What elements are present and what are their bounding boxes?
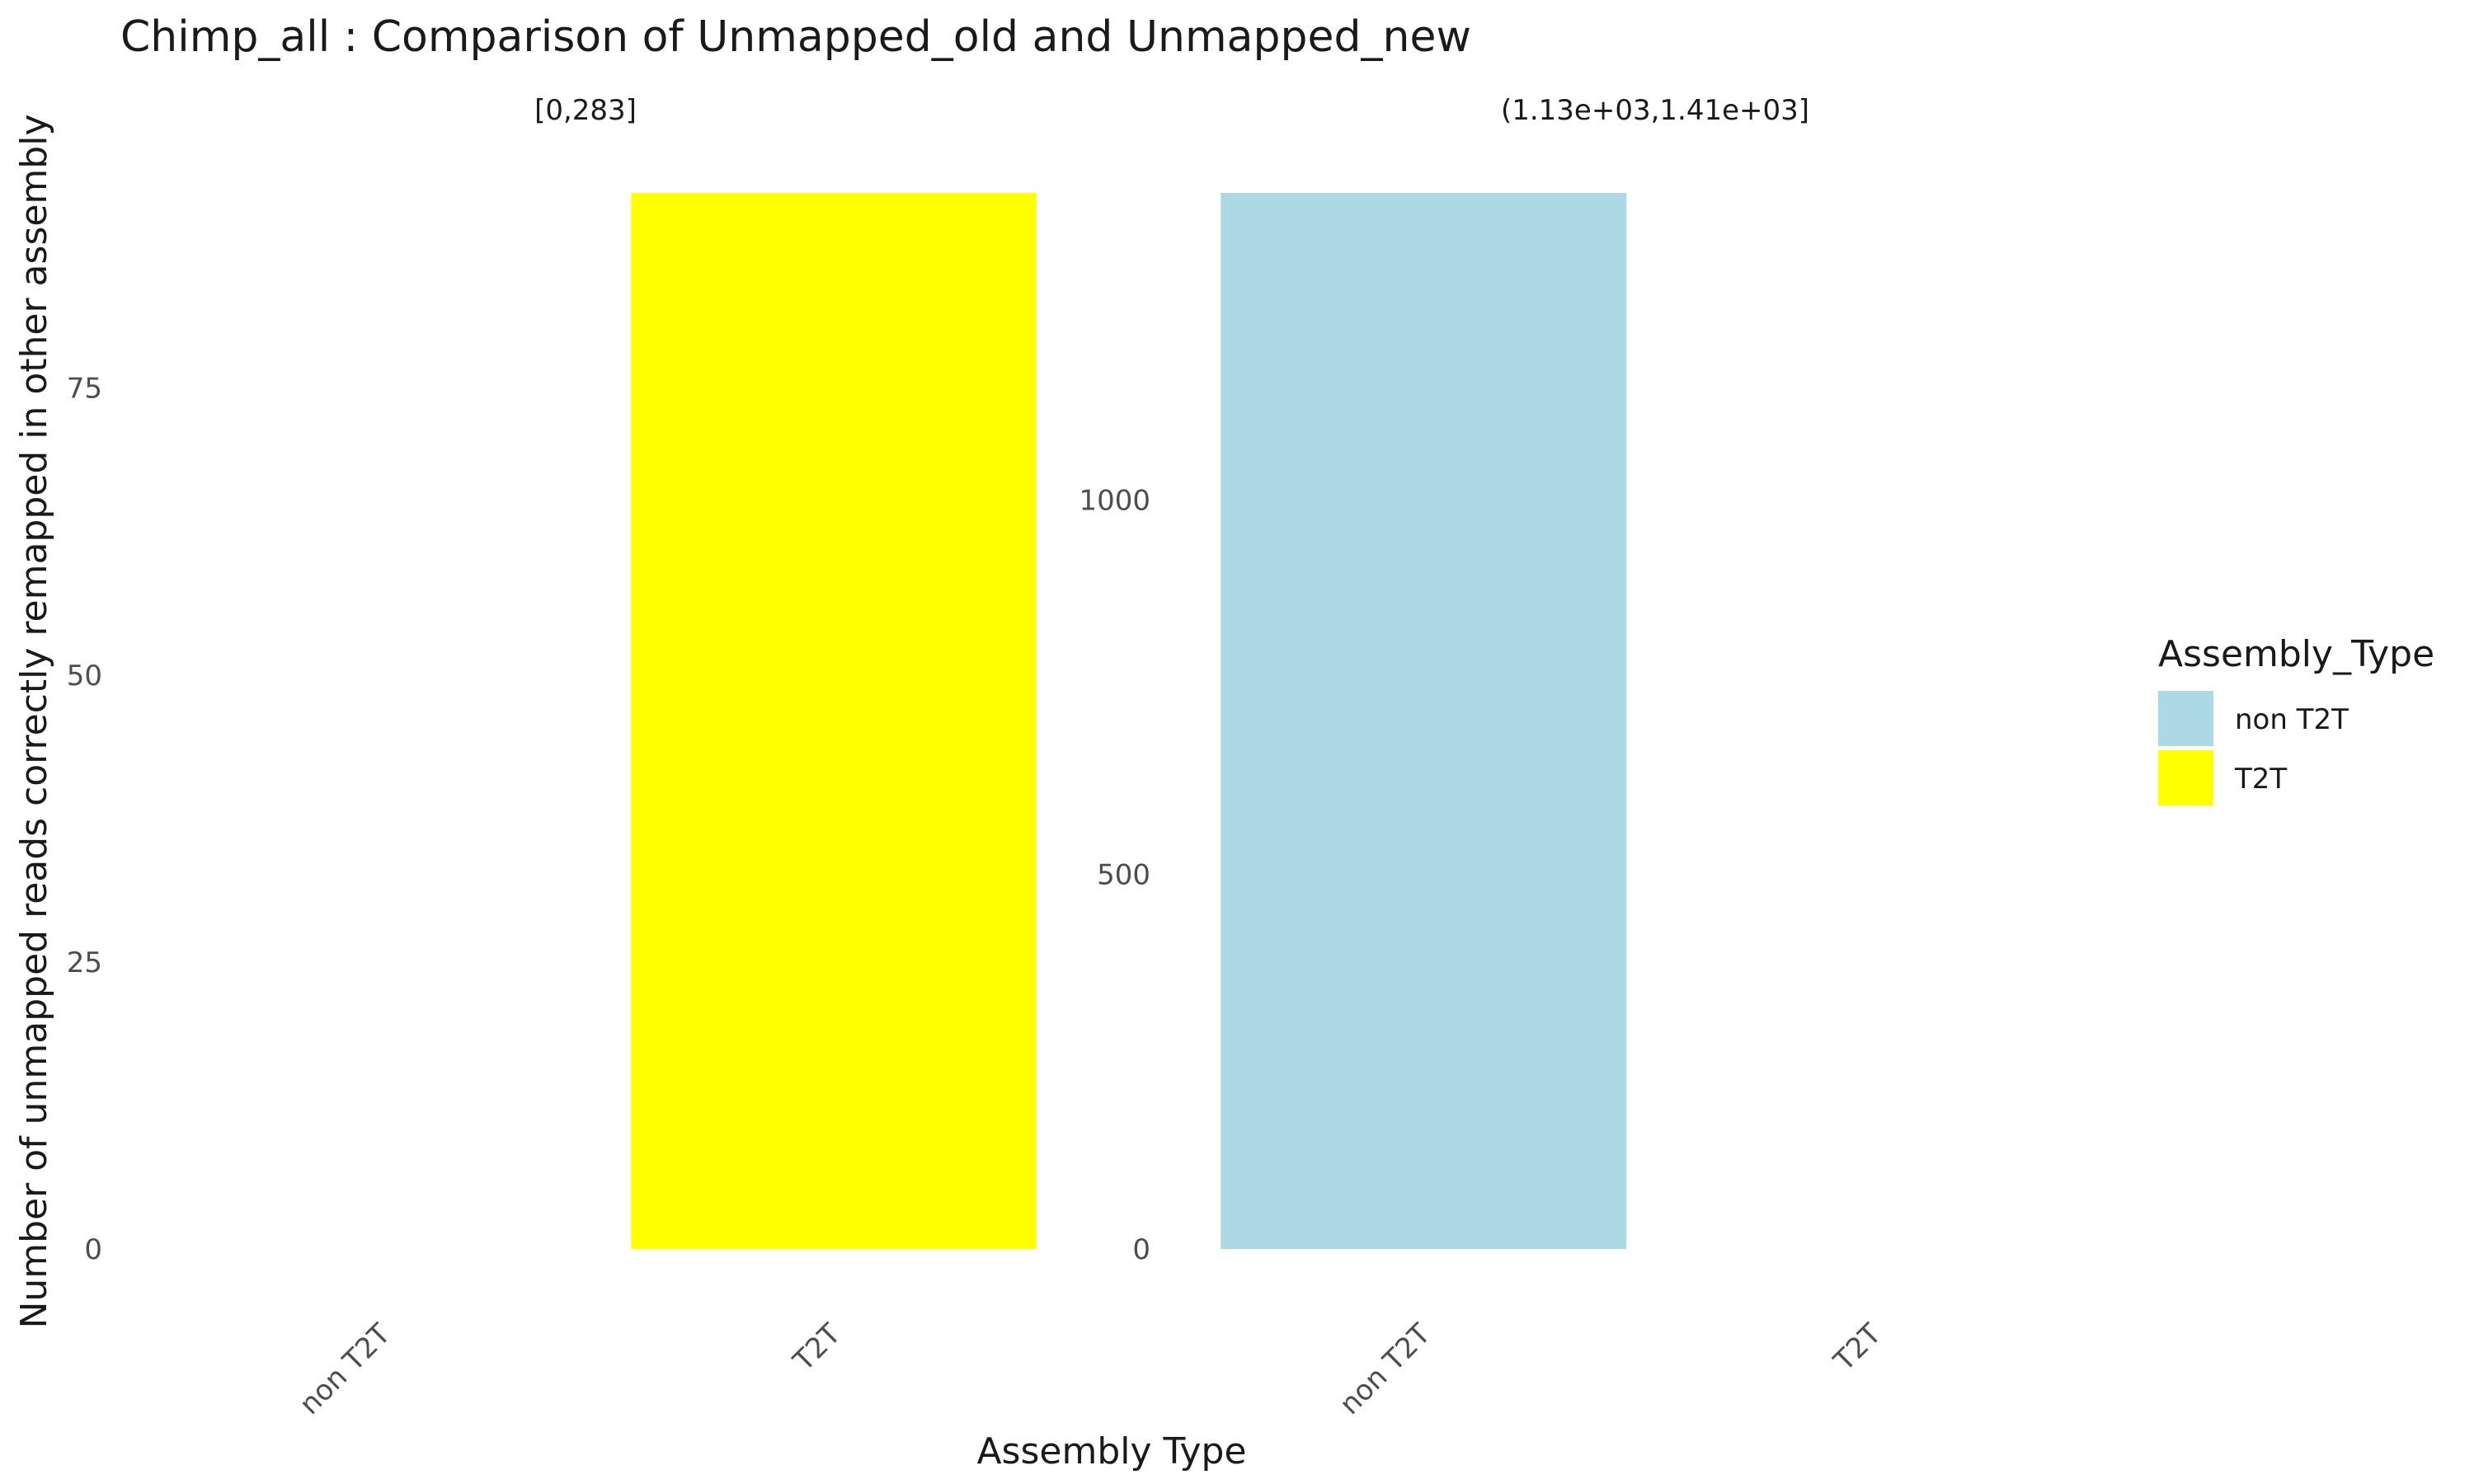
legend-label: non T2T: [2235, 703, 2349, 736]
x-tick-label: T2T: [787, 1317, 848, 1378]
facet-label: (1.13e+03,1.41e+03]: [1501, 94, 1809, 127]
y-tick-label: 0: [1132, 1233, 1150, 1266]
facet-label: [0,283]: [534, 94, 637, 127]
y-tick-label: 25: [67, 946, 102, 979]
x-tick-label: non T2T: [294, 1317, 397, 1421]
chart-title: Chimp_all : Comparison of Unmapped_old a…: [120, 12, 1471, 62]
y-tick-label: 500: [1097, 859, 1150, 892]
y-axis-title: Number of unmapped reads correctly remap…: [13, 115, 55, 1329]
y-tick-label: 75: [67, 373, 102, 406]
x-axis-title: Assembly Type: [976, 1430, 1246, 1472]
facet-panel: (1.13e+03,1.41e+03] 0 500 1000 non T2T T2T: [1079, 94, 1888, 1421]
y-tick-label: 50: [67, 660, 102, 693]
legend-title: Assembly_Type: [2158, 633, 2434, 675]
legend-key: [2158, 750, 2213, 805]
facet-panel: [0,283] 0 25 50 75 non T2T T2T: [67, 94, 1037, 1421]
x-tick-label: non T2T: [1333, 1317, 1437, 1421]
legend-key: [2158, 691, 2213, 746]
legend: Assembly_Type non T2T T2T: [2158, 633, 2434, 805]
y-tick-label: 0: [84, 1233, 102, 1266]
bar: [631, 193, 1037, 1249]
legend-label: T2T: [2234, 763, 2287, 796]
x-tick-label: T2T: [1827, 1317, 1888, 1378]
y-tick-label: 1000: [1079, 484, 1150, 517]
bar: [1221, 193, 1627, 1249]
